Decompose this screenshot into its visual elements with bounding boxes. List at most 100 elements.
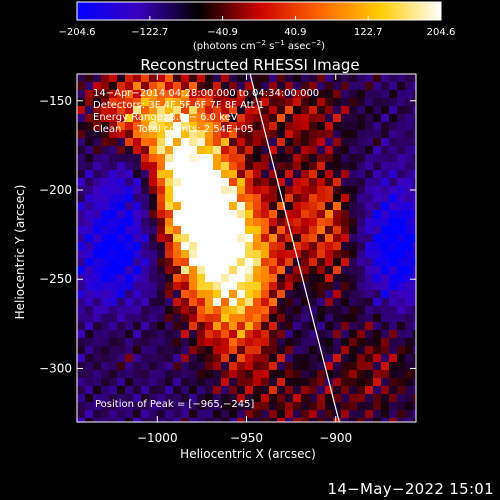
heatmap-cell xyxy=(253,162,262,171)
heatmap-cell xyxy=(205,306,214,315)
heatmap-cell xyxy=(109,114,118,123)
heatmap-cell xyxy=(341,250,350,259)
heatmap-cell xyxy=(285,226,294,235)
heatmap-cell xyxy=(85,226,94,235)
heatmap-cell xyxy=(85,346,94,355)
heatmap-cell xyxy=(205,170,214,179)
heatmap-cell xyxy=(77,178,86,187)
chart-title: Reconstructed RHESSI Image xyxy=(140,56,359,74)
heatmap-cell xyxy=(229,186,238,195)
heatmap-cell xyxy=(101,98,110,107)
heatmap-cell xyxy=(381,402,390,411)
heatmap-cell xyxy=(373,314,382,323)
heatmap-cell xyxy=(405,418,414,422)
heatmap-cell xyxy=(133,330,142,339)
heatmap-cell xyxy=(213,218,222,227)
heatmap-cell xyxy=(117,346,126,355)
heatmap-cell xyxy=(253,122,262,131)
heatmap-cell xyxy=(117,290,126,299)
heatmap-cell xyxy=(253,322,262,331)
heatmap-cell xyxy=(269,234,278,243)
heatmap-cell xyxy=(285,386,294,395)
heatmap-cell xyxy=(277,266,286,275)
annotation-clean: Clean Total counts: 2.54E+05 xyxy=(93,124,253,135)
heatmap-cell xyxy=(237,130,246,139)
heatmap-cell xyxy=(349,242,358,251)
heatmap-cell xyxy=(93,258,102,267)
heatmap-cell xyxy=(381,338,390,347)
heatmap-cell xyxy=(349,410,358,419)
colorbar-tick-label: −122.7 xyxy=(131,27,168,38)
heatmap-cell xyxy=(77,210,86,219)
heatmap-cell xyxy=(269,98,278,107)
heatmap-cell xyxy=(133,378,142,387)
heatmap-cell xyxy=(93,138,102,147)
heatmap-cell xyxy=(365,410,374,419)
heatmap-cell xyxy=(269,170,278,179)
heatmap-cell xyxy=(197,162,206,171)
heatmap-cell xyxy=(253,130,262,139)
heatmap-cell xyxy=(101,234,110,243)
heatmap-cell xyxy=(301,122,310,131)
heatmap-cell xyxy=(109,170,118,179)
heatmap-cell xyxy=(77,234,86,243)
heatmap-cell xyxy=(245,122,254,131)
heatmap-cell xyxy=(197,354,206,363)
heatmap-cell xyxy=(389,258,398,267)
heatmap-cell xyxy=(205,338,214,347)
heatmap-cell xyxy=(277,218,286,227)
heatmap-cell xyxy=(309,274,318,283)
heatmap-cell xyxy=(93,306,102,315)
heatmap-cell xyxy=(173,178,182,187)
heatmap-cell xyxy=(389,314,398,323)
heatmap-cell xyxy=(341,202,350,211)
heatmap-cell xyxy=(397,186,406,195)
heatmap-cell xyxy=(405,402,414,411)
heatmap-cell xyxy=(301,306,310,315)
heatmap-cell xyxy=(77,122,86,131)
heatmap-cell xyxy=(189,322,198,331)
heatmap-cell xyxy=(101,370,110,379)
y-tick-label: −200 xyxy=(39,183,72,197)
heatmap-cell xyxy=(141,258,150,267)
heatmap-cell xyxy=(85,234,94,243)
heatmap-cell xyxy=(413,306,416,315)
heatmap-cell xyxy=(285,178,294,187)
heatmap-cell xyxy=(141,362,150,371)
heatmap-cell xyxy=(125,130,134,139)
heatmap-cell xyxy=(261,90,270,99)
heatmap-cell xyxy=(181,194,190,203)
heatmap-cell xyxy=(349,138,358,147)
heatmap-cell xyxy=(237,418,246,422)
heatmap-cell xyxy=(221,386,230,395)
heatmap-cell xyxy=(245,306,254,315)
heatmap-cell xyxy=(133,106,142,115)
heatmap-cell xyxy=(397,402,406,411)
heatmap-cell xyxy=(381,130,390,139)
heatmap-cell xyxy=(245,290,254,299)
heatmap-cell xyxy=(133,290,142,299)
heatmap-cell xyxy=(93,218,102,227)
heatmap-cell xyxy=(157,330,166,339)
heatmap-cell xyxy=(197,186,206,195)
heatmap-cell xyxy=(389,306,398,315)
heatmap-cell xyxy=(197,306,206,315)
heatmap-cell xyxy=(77,362,86,371)
heatmap-cell xyxy=(197,114,206,123)
heatmap-cell xyxy=(301,98,310,107)
heatmap-cell xyxy=(333,394,342,403)
heatmap-cell xyxy=(133,210,142,219)
heatmap-cell xyxy=(397,210,406,219)
heatmap-cell xyxy=(389,178,398,187)
heatmap-cell xyxy=(93,394,102,403)
heatmap-cell xyxy=(293,250,302,259)
heatmap-cell xyxy=(309,74,318,83)
heatmap-cell xyxy=(77,338,86,347)
heatmap-cell xyxy=(253,402,262,411)
heatmap-cell xyxy=(221,266,230,275)
heatmap-cell xyxy=(397,154,406,163)
heatmap-cell xyxy=(253,114,262,123)
heatmap-cell xyxy=(77,314,86,323)
heatmap-cell xyxy=(293,210,302,219)
heatmap-cell xyxy=(189,90,198,99)
